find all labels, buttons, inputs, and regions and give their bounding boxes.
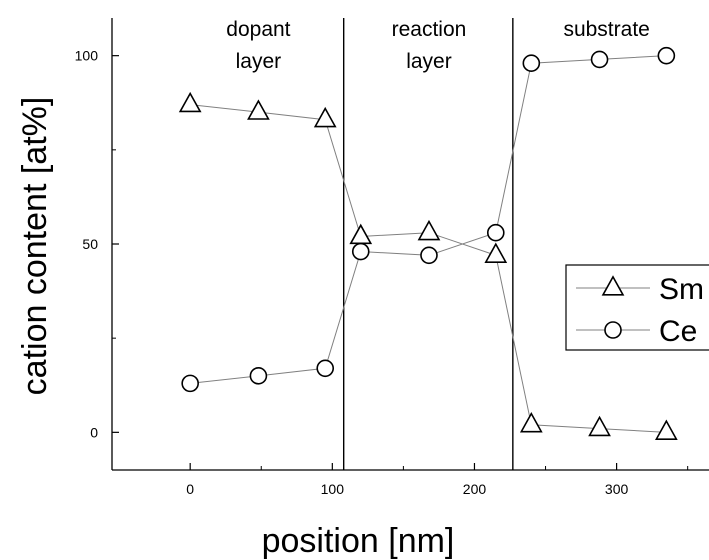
data-point <box>486 223 505 242</box>
legend-box <box>565 264 709 351</box>
x-axis-title: position [nm] <box>262 522 455 560</box>
region-label: substrate <box>563 18 649 41</box>
legend-item-sm: Sm <box>576 273 704 306</box>
region-label: reaction <box>392 18 467 41</box>
legend-triangle-marker <box>601 275 625 296</box>
series-ce <box>181 46 676 393</box>
region-boundaries <box>342 18 514 470</box>
axes: 0 100 200 300 0 50 100 <box>75 18 709 497</box>
data-point <box>417 219 441 241</box>
x-tick-label: 100 <box>321 481 345 497</box>
region-label: dopant <box>226 18 290 41</box>
legend-label: Sm <box>659 273 704 306</box>
series-sm <box>178 91 678 440</box>
data-point <box>181 374 199 393</box>
data-point <box>590 50 609 69</box>
y-tick-label: 100 <box>75 48 99 64</box>
region-labels: dopant layer reaction layer substrate <box>226 18 650 73</box>
data-point <box>484 242 508 263</box>
legend-circle-marker <box>604 321 622 339</box>
legend: Sm Ce <box>565 264 709 351</box>
y-tick-label: 0 <box>90 424 98 440</box>
data-point <box>178 91 202 113</box>
data-point <box>588 415 611 437</box>
y-axis-title: cation content [at%] <box>16 97 54 396</box>
data-point <box>657 46 676 65</box>
region-label: layer <box>236 50 282 73</box>
region-label: layer <box>406 50 452 73</box>
data-point <box>313 106 337 128</box>
x-tick-label: 0 <box>186 481 194 497</box>
data-point <box>247 99 270 120</box>
y-tick-label: 50 <box>82 236 98 252</box>
data-point <box>351 242 370 261</box>
data-point <box>349 223 373 245</box>
x-tick-label: 300 <box>605 481 629 497</box>
data-point <box>316 359 335 378</box>
data-point <box>522 54 541 73</box>
data-series <box>178 46 678 440</box>
data-point <box>420 246 438 265</box>
data-point <box>249 367 268 385</box>
x-tick-label: 200 <box>463 481 487 497</box>
data-point <box>654 419 678 440</box>
legend-item-ce: Ce <box>576 315 697 348</box>
data-point <box>519 411 543 433</box>
legend-label: Ce <box>659 315 697 348</box>
